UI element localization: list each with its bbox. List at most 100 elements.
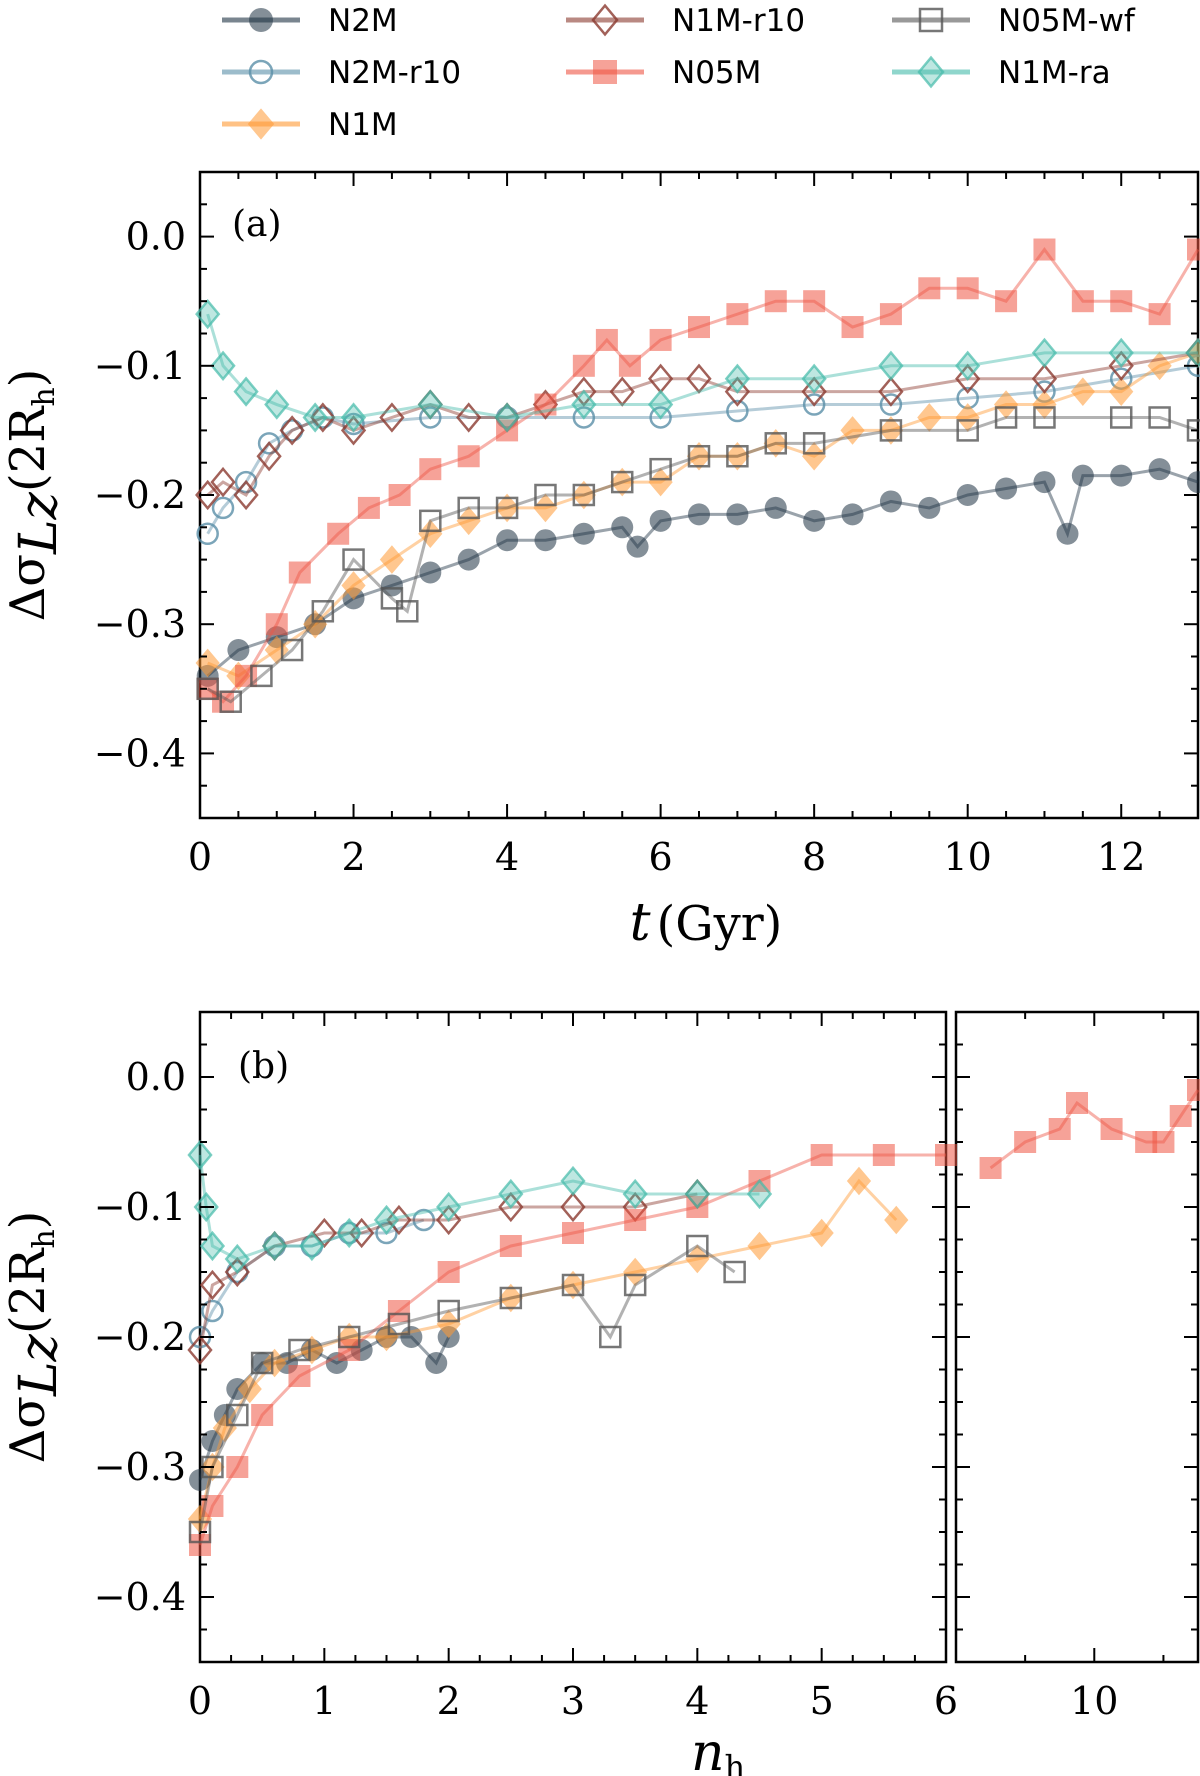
data-point-b-n05m-wf bbox=[623, 1273, 647, 1297]
data-point-n1m-r10 bbox=[233, 479, 259, 511]
data-point-b-n05m-wf bbox=[387, 1312, 411, 1336]
data-point-n05m bbox=[726, 303, 749, 326]
xlabel-b-sub: h bbox=[724, 1748, 745, 1776]
data-point-b-n05m bbox=[979, 1157, 1002, 1179]
legend-marker-n2m-r10 bbox=[248, 59, 274, 85]
data-point-n2m-r10 bbox=[802, 393, 826, 416]
data-point-n1m bbox=[648, 467, 673, 497]
panel-a-xtick-label: 4 bbox=[495, 835, 519, 879]
series-b-line-n2m-r10 bbox=[198, 1218, 425, 1338]
data-point-n2m bbox=[688, 503, 710, 526]
data-point-b-n05m bbox=[1014, 1131, 1037, 1153]
data-point-n1m-ra bbox=[955, 350, 981, 381]
data-point-b-n05m-wf bbox=[561, 1273, 585, 1297]
data-point-b-n1m bbox=[299, 1335, 324, 1365]
data-point-n1m-r10 bbox=[1031, 363, 1058, 394]
data-point-b-n1m-ra bbox=[436, 1191, 462, 1223]
data-point-n05m-wf bbox=[1148, 406, 1171, 429]
data-point-n05m bbox=[572, 354, 595, 377]
data-point-b-n05m bbox=[251, 1404, 274, 1426]
legend-marker-n05m bbox=[593, 60, 617, 84]
ylabel-a-delta: Δσ bbox=[0, 554, 56, 621]
data-point-b-n1m-ra bbox=[622, 1178, 648, 1210]
panel-b-xtick-label: 0 bbox=[188, 1679, 212, 1723]
data-point-b-n1m-ra bbox=[684, 1178, 710, 1210]
panel-b-xtick-label: 2 bbox=[437, 1679, 461, 1723]
legend-label-n1m-r10: N1M-r10 bbox=[672, 3, 805, 39]
data-point-b-n1m-ra bbox=[498, 1178, 524, 1210]
data-point-n2m bbox=[1110, 464, 1133, 487]
data-point-n1m bbox=[303, 609, 328, 639]
panel-a-xlabel: t (Gyr) bbox=[630, 893, 783, 953]
data-point-n2m bbox=[726, 503, 749, 526]
data-point-n2m bbox=[626, 535, 649, 558]
data-point-b-n1m-r10 bbox=[498, 1191, 524, 1223]
data-point-n1m bbox=[379, 545, 405, 574]
legend-label-n05m: N05M bbox=[672, 55, 761, 91]
data-point-n1m bbox=[1109, 377, 1134, 406]
data-point-b-n1m bbox=[498, 1283, 523, 1313]
data-point-b-n1m-ra bbox=[199, 1230, 226, 1262]
data-point-n2m bbox=[457, 548, 480, 571]
legend-item-n1m-ra: N1M-ra bbox=[892, 55, 1111, 91]
svg-text:ΔσLz(2Rh): ΔσLz(2Rh) bbox=[0, 1211, 69, 1464]
data-point-b-n05m-wf bbox=[499, 1286, 523, 1310]
data-point-n05m-wf bbox=[802, 432, 826, 455]
xlabel-a-unit: (Gyr) bbox=[657, 896, 783, 952]
legend-item-n2m: N2M bbox=[222, 3, 398, 39]
data-point-b-n05m-wf bbox=[686, 1234, 709, 1258]
data-point-n2m bbox=[918, 496, 941, 519]
data-point-n05m bbox=[419, 458, 442, 481]
data-point-n1m bbox=[571, 480, 596, 510]
data-point-n05m-wf bbox=[610, 470, 634, 494]
data-point-n1m-r10 bbox=[340, 415, 367, 446]
data-point-n1m-r10 bbox=[571, 376, 597, 407]
data-point-n05m bbox=[388, 484, 411, 506]
series-b-line-n05m-wf bbox=[198, 1244, 736, 1533]
legend: N2M N2M-r10 N1M N1M-r10 N05M N05M-wf N1M-ra bbox=[222, 3, 1136, 143]
data-point-b-n05m-wf bbox=[599, 1325, 622, 1349]
ylabel-a-arg-sub: h bbox=[27, 387, 62, 406]
data-point-n1m bbox=[802, 441, 827, 471]
data-point-n2m bbox=[841, 503, 864, 526]
panel-a-xtick-label: 8 bbox=[802, 835, 826, 879]
data-point-n1m-r10 bbox=[686, 363, 712, 394]
data-point-n1m-ra bbox=[340, 402, 367, 433]
data-point-b-n1m-ra bbox=[187, 1139, 213, 1171]
data-point-n05m bbox=[288, 561, 311, 584]
data-point-b-n05m bbox=[189, 1534, 211, 1556]
data-point-n2m bbox=[380, 574, 403, 597]
data-point-n05m bbox=[618, 354, 641, 377]
data-point-n1m bbox=[418, 519, 443, 549]
series-b-n05m bbox=[189, 1079, 1200, 1556]
data-point-b-n05m bbox=[226, 1456, 249, 1478]
panel-a-label: (a) bbox=[232, 204, 282, 245]
panel-b-xtick-label: 5 bbox=[810, 1679, 834, 1723]
data-point-n05m bbox=[649, 328, 672, 351]
data-point-n2m bbox=[956, 484, 979, 506]
data-point-n05m-wf bbox=[311, 600, 335, 623]
data-point-n05m-wf bbox=[342, 548, 365, 571]
data-point-b-n05m-wf bbox=[288, 1338, 311, 1362]
data-point-b-n05m-wf bbox=[437, 1299, 460, 1323]
ylabel-b-close: ) bbox=[0, 1211, 56, 1230]
data-point-n1m bbox=[993, 390, 1019, 419]
data-point-n2m bbox=[1071, 464, 1094, 487]
data-point-b-n05m-wf bbox=[723, 1260, 746, 1284]
data-point-b-n1m bbox=[623, 1257, 648, 1287]
panel-a-ytick-label: 0.0 bbox=[126, 215, 186, 259]
series-line-n1m-ra bbox=[206, 313, 1198, 420]
panel-b-right-xtick-label: 10 bbox=[1070, 1679, 1118, 1723]
data-point-n1m bbox=[686, 441, 712, 471]
data-point-n1m bbox=[763, 429, 788, 458]
data-point-n1m-r10 bbox=[456, 402, 482, 433]
data-point-n05m-wf bbox=[572, 483, 596, 507]
panel-b-ytick-label: 0.0 bbox=[126, 1055, 186, 1099]
data-point-b-n05m bbox=[624, 1209, 647, 1231]
data-point-n1m-r10 bbox=[1108, 350, 1134, 381]
data-point-n2m bbox=[419, 561, 442, 584]
data-point-b-n1m bbox=[374, 1322, 399, 1352]
panel-a-frame bbox=[198, 170, 1200, 820]
legend-marker-n05m-wf bbox=[918, 7, 944, 33]
legend-item-n1m-r10: N1M-r10 bbox=[566, 3, 805, 39]
